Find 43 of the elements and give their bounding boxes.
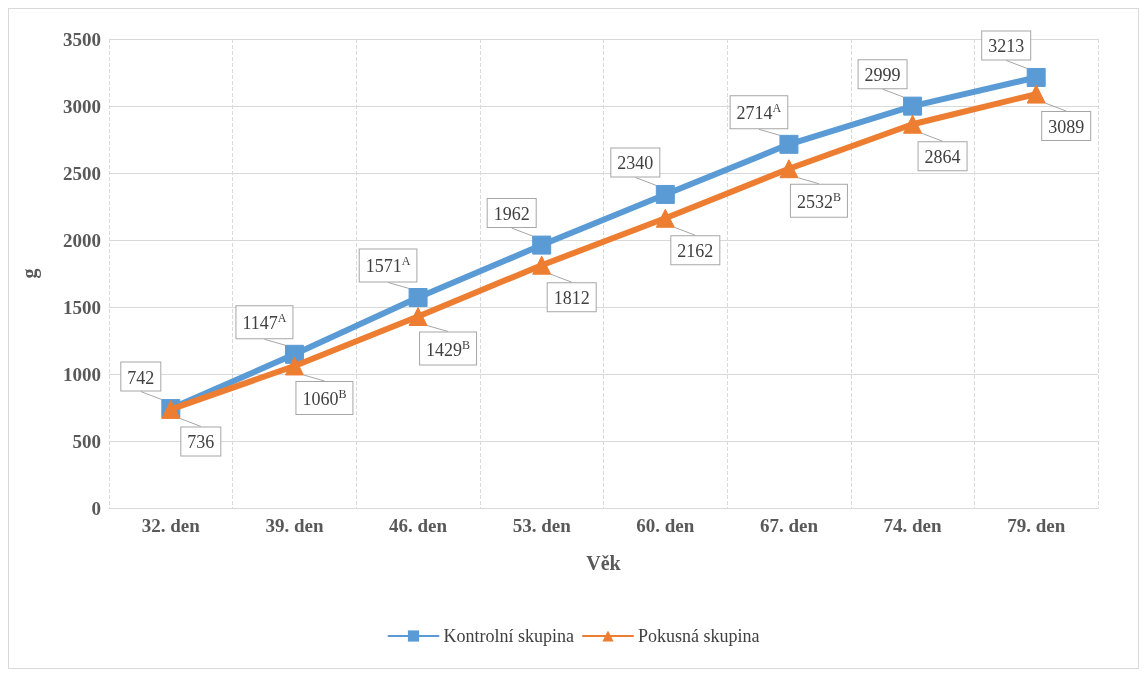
x-tick-label: 53. den <box>512 515 572 536</box>
y-tick-label: 3500 <box>63 28 101 50</box>
x-tick-label: 39. den <box>265 515 324 536</box>
point <box>903 96 923 116</box>
x-tick-label: 60. den <box>636 515 695 536</box>
data-label: 736 <box>187 432 215 453</box>
point <box>1026 67 1046 87</box>
y-tick-label: 1000 <box>63 363 101 385</box>
data-label: 1812 <box>553 288 590 309</box>
data-label: 3213 <box>988 36 1025 57</box>
x-tick-label: 46. den <box>389 515 448 536</box>
point <box>284 356 304 376</box>
legend-label: Kontrolní skupina <box>443 626 575 646</box>
x-axis-title: Věk <box>586 552 622 574</box>
x-tick-label: 74. den <box>883 515 943 536</box>
data-label: 2162 <box>677 241 714 262</box>
point <box>532 255 552 275</box>
point <box>779 159 799 179</box>
point <box>655 184 675 204</box>
point <box>779 134 799 154</box>
point <box>408 307 428 327</box>
y-tick-label: 2500 <box>63 162 101 184</box>
point <box>1026 84 1046 104</box>
data-label: 3089 <box>1048 117 1085 138</box>
y-tick-label: 0 <box>91 497 101 519</box>
point <box>408 287 428 307</box>
y-axis-title: g <box>18 268 41 279</box>
y-tick-label: 500 <box>72 430 101 452</box>
point <box>903 114 923 134</box>
legend-label: Pokusná skupina <box>638 626 760 646</box>
data-label: 1962 <box>493 204 530 225</box>
data-label: 2340 <box>617 153 654 174</box>
x-tick-label: 32. den <box>141 515 201 536</box>
data-label: 2999 <box>864 65 901 86</box>
point <box>532 235 552 255</box>
x-tick-label: 79. den <box>1007 515 1066 536</box>
x-tick-label: 67. den <box>759 515 819 536</box>
y-tick-label: 3000 <box>63 95 101 117</box>
y-tick-label: 1500 <box>63 296 101 318</box>
y-tick-label: 2000 <box>63 229 101 251</box>
data-label: 2864 <box>924 147 961 168</box>
point <box>655 208 675 228</box>
data-label: 742 <box>127 367 155 388</box>
